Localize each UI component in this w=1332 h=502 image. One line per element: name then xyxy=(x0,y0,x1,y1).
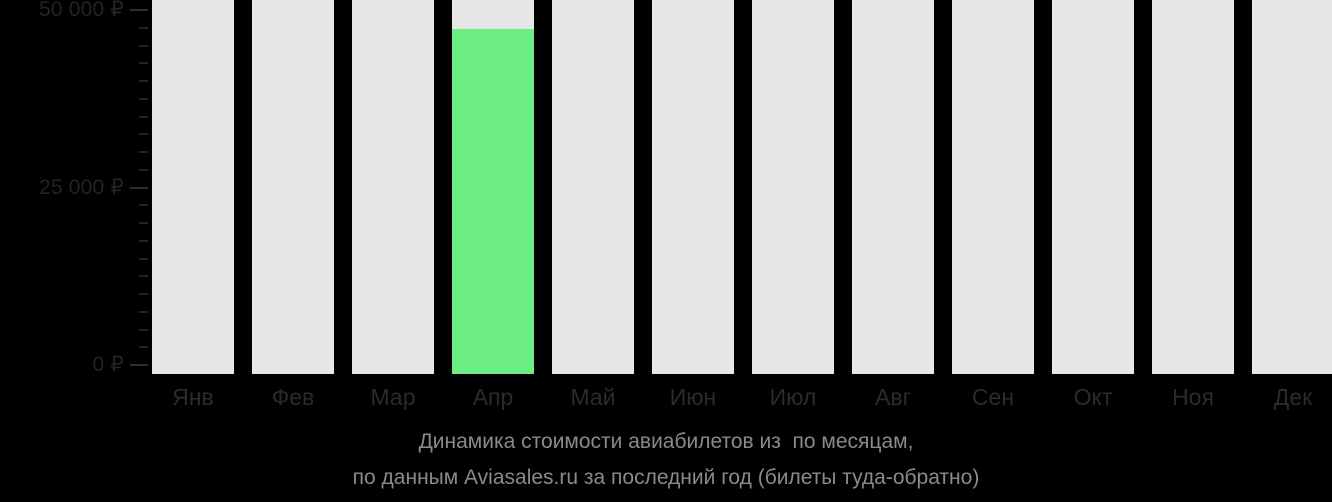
bar-track xyxy=(152,0,234,374)
bar-fill-апр xyxy=(452,29,534,374)
bar-дек[interactable] xyxy=(1252,0,1332,374)
caption-line-1: Динамика стоимости авиабилетов из по мес… xyxy=(418,430,914,453)
bar-апр[interactable] xyxy=(452,0,534,374)
bar-окт[interactable] xyxy=(1052,0,1134,374)
y-axis-tick-label: 50 000 ₽ xyxy=(38,0,124,21)
bar-фев[interactable] xyxy=(252,0,334,374)
tick-mark xyxy=(139,257,148,260)
bar-мар[interactable] xyxy=(352,0,434,374)
x-axis-label-янв: Янв xyxy=(172,384,214,410)
chart-caption: Динамика стоимости авиабилетов из по мес… xyxy=(0,424,1332,496)
y-axis-tick-label: 0 ₽ xyxy=(92,353,124,376)
tick-mark xyxy=(139,168,148,171)
tick-mark xyxy=(139,222,148,224)
x-axis-label-мар: Мар xyxy=(370,384,416,410)
bar-ноя[interactable] xyxy=(1152,0,1234,374)
x-axis-label-дек: Дек xyxy=(1273,384,1313,410)
bar-track xyxy=(852,0,934,374)
bar-track xyxy=(552,0,634,374)
x-axis-label-авг: Авг xyxy=(875,384,911,410)
bar-track xyxy=(752,0,834,374)
tick-mark xyxy=(139,239,148,242)
y-axis: 50 000 ₽ 25 000 ₽ 0 ₽ xyxy=(0,0,152,376)
x-axis-label-ноя: Ноя xyxy=(1172,384,1214,410)
plot-area xyxy=(152,0,1332,374)
tick-mark xyxy=(139,133,148,136)
y-axis-tick-label: 25 000 ₽ xyxy=(38,175,124,199)
tick-mark xyxy=(139,293,148,295)
tick-mark xyxy=(139,310,148,313)
x-axis-label-май: Май xyxy=(570,384,616,410)
bar-июл[interactable] xyxy=(752,0,834,374)
x-axis-label-фев: Фев xyxy=(271,384,315,410)
bar-track xyxy=(1052,0,1134,374)
tick-mark xyxy=(139,328,148,331)
tick-mark xyxy=(139,151,148,153)
bar-track xyxy=(352,0,434,374)
tick-mark xyxy=(139,115,148,118)
bar-авг[interactable] xyxy=(852,0,934,374)
bar-янв[interactable] xyxy=(152,0,234,374)
tick-mark xyxy=(130,186,148,189)
x-axis-label-сен: Сен xyxy=(971,384,1015,410)
tick-mark xyxy=(130,364,148,366)
bar-track xyxy=(652,0,734,374)
tick-mark xyxy=(139,275,148,278)
bar-track xyxy=(1252,0,1332,374)
bar-track xyxy=(252,0,334,374)
tick-mark xyxy=(139,346,148,349)
bar-июн[interactable] xyxy=(652,0,734,374)
tick-mark xyxy=(139,44,148,47)
x-axis: Янв Фев Мар Апр Май Июн Июл Авг Сен Окт Ноя Дек xyxy=(152,374,1332,420)
bar-май[interactable] xyxy=(552,0,634,374)
tick-mark xyxy=(139,97,148,100)
x-axis-label-июл: Июл xyxy=(769,384,817,410)
tick-mark xyxy=(139,80,148,82)
caption-line-2: по данным Aviasales.ru за последний год … xyxy=(352,466,980,489)
tick-mark xyxy=(139,204,148,207)
bar-track xyxy=(952,0,1034,374)
bar-сен[interactable] xyxy=(952,0,1034,374)
tick-mark xyxy=(139,62,148,65)
x-axis-label-июн: Июн xyxy=(669,384,717,410)
x-axis-label-апр: Апр xyxy=(472,384,514,410)
tick-mark xyxy=(139,26,148,29)
tick-mark xyxy=(130,9,148,11)
x-axis-label-окт: Окт xyxy=(1073,384,1113,410)
bar-track xyxy=(1152,0,1234,374)
